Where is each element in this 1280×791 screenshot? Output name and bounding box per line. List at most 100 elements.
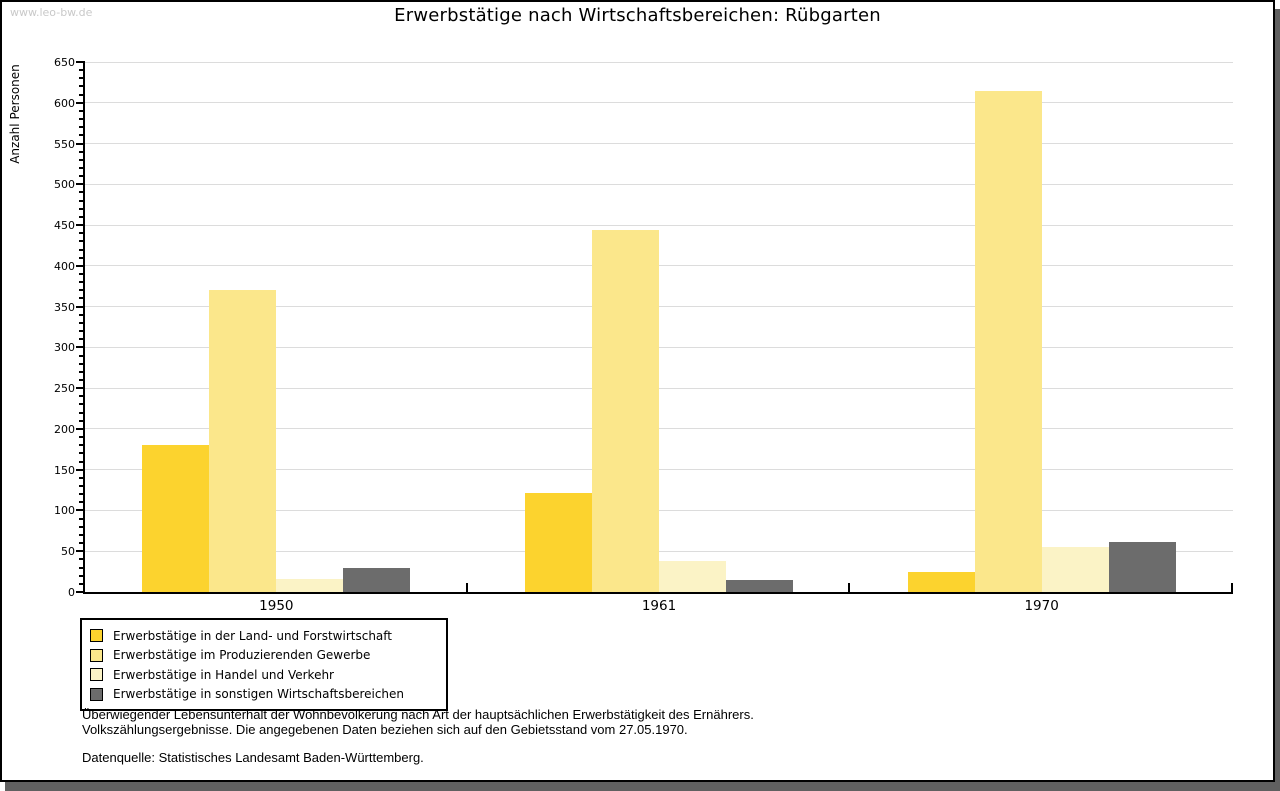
y-major-tick — [76, 142, 84, 145]
y-tick-label-150: 150 — [54, 463, 75, 477]
y-minor-tick — [79, 248, 84, 251]
legend-item-2: Erwerbstätige im Produzierenden Gewerbe — [90, 646, 438, 666]
y-major-tick — [76, 224, 84, 227]
footnote-text: Überwiegender Lebensunterhalt der Wohnbe… — [82, 707, 754, 737]
legend-swatch-icon — [90, 629, 103, 643]
y-tick-label-600: 600 — [54, 96, 75, 110]
legend-swatch-icon — [90, 687, 103, 701]
y-minor-tick — [79, 297, 84, 300]
y-minor-tick — [79, 411, 84, 414]
gridline-200 — [85, 428, 1233, 430]
y-major-tick — [76, 550, 84, 553]
y-minor-tick — [79, 566, 84, 569]
y-minor-tick — [79, 330, 84, 333]
y-minor-tick — [79, 501, 84, 504]
y-tick-label-450: 450 — [54, 219, 75, 233]
y-major-tick — [76, 468, 84, 471]
footnote-line-2: Volkszählungsergebnisse. Die angegebenen… — [82, 721, 688, 737]
y-tick-label-250: 250 — [54, 382, 75, 396]
y-tick-label-0: 0 — [68, 586, 75, 599]
y-minor-tick — [79, 493, 84, 496]
gridline-550 — [85, 143, 1233, 145]
gridline-350 — [85, 306, 1233, 308]
bar-1970-series-2 — [974, 90, 1042, 592]
bar-1950-series-3 — [276, 578, 344, 592]
y-tick-label-400: 400 — [54, 259, 75, 273]
footnote-line-1: Überwiegender Lebensunterhalt der Wohnbe… — [82, 707, 754, 722]
y-minor-tick — [79, 313, 84, 316]
y-tick-label-650: 650 — [54, 56, 75, 69]
x-category-label-1970: 1970 — [1024, 598, 1059, 614]
y-minor-tick — [79, 69, 84, 72]
y-major-tick — [76, 101, 84, 104]
y-major-tick — [76, 183, 84, 186]
x-axis-line — [83, 592, 1233, 594]
y-minor-tick — [79, 150, 84, 153]
legend-swatch-icon — [90, 668, 103, 682]
legend-swatch-icon — [90, 648, 103, 662]
y-major-tick — [76, 591, 84, 593]
y-minor-tick — [79, 109, 84, 112]
y-minor-tick — [79, 444, 84, 447]
y-minor-tick — [79, 118, 84, 121]
y-minor-tick — [79, 281, 84, 284]
y-minor-tick — [79, 289, 84, 292]
x-category-label-1961: 1961 — [641, 598, 677, 614]
y-minor-tick — [79, 175, 84, 178]
y-minor-tick — [79, 354, 84, 357]
bar-1970-series-1 — [907, 572, 975, 592]
y-minor-tick — [79, 452, 84, 455]
y-minor-tick — [79, 93, 84, 96]
y-minor-tick — [79, 362, 84, 365]
gridline-50 — [85, 550, 1233, 552]
y-tick-label-100: 100 — [54, 504, 75, 518]
bar-1961-series-2 — [592, 229, 659, 592]
gridline-400 — [85, 265, 1233, 267]
y-minor-tick — [79, 525, 84, 528]
y-minor-tick — [79, 126, 84, 129]
y-minor-tick — [79, 582, 84, 585]
bar-1970-series-4 — [1108, 542, 1176, 592]
y-tick-label-300: 300 — [54, 341, 75, 355]
x-boundary-tick — [848, 583, 851, 592]
y-major-tick — [76, 61, 84, 63]
y-minor-tick — [79, 460, 84, 463]
y-minor-tick — [79, 370, 84, 373]
chart-title: Erwerbstätige nach Wirtschaftsbereichen:… — [394, 5, 881, 26]
gridline-650 — [85, 61, 1233, 63]
gridline-500 — [85, 183, 1233, 185]
y-major-tick — [76, 346, 84, 349]
legend-item-3: Erwerbstätige in Handel und Verkehr — [90, 665, 438, 685]
y-minor-tick — [79, 419, 84, 422]
y-minor-tick — [79, 207, 84, 210]
y-minor-tick — [79, 558, 84, 561]
y-minor-tick — [79, 542, 84, 545]
y-axis-line — [83, 61, 85, 594]
y-minor-tick — [79, 232, 84, 235]
y-minor-tick — [79, 191, 84, 194]
y-minor-tick — [79, 379, 84, 381]
legend-label: Erwerbstätige in Handel und Verkehr — [113, 667, 334, 682]
y-minor-tick — [79, 158, 84, 161]
y-minor-tick — [79, 533, 84, 536]
x-boundary-tick — [465, 583, 468, 592]
bar-1950-series-4 — [343, 567, 411, 592]
gridline-450 — [85, 224, 1233, 226]
x-category-label-1950: 1950 — [259, 598, 294, 614]
y-minor-tick — [79, 485, 84, 487]
y-major-tick — [76, 509, 84, 512]
bar-1961-series-3 — [659, 561, 726, 592]
data-source-text: Datenquelle: Statistisches Landesamt Bad… — [82, 750, 424, 765]
legend-label: Erwerbstätige in der Land- und Forstwirt… — [113, 628, 392, 643]
y-minor-tick — [79, 77, 84, 80]
gridline-100 — [85, 509, 1233, 511]
y-minor-tick — [79, 321, 84, 324]
x-boundary-tick — [1231, 583, 1233, 592]
y-minor-tick — [79, 273, 84, 275]
y-major-tick — [76, 427, 84, 430]
y-minor-tick — [79, 199, 84, 202]
legend-label: Erwerbstätige im Produzierenden Gewerbe — [113, 648, 371, 663]
y-minor-tick — [79, 436, 84, 439]
y-minor-tick — [79, 85, 84, 88]
